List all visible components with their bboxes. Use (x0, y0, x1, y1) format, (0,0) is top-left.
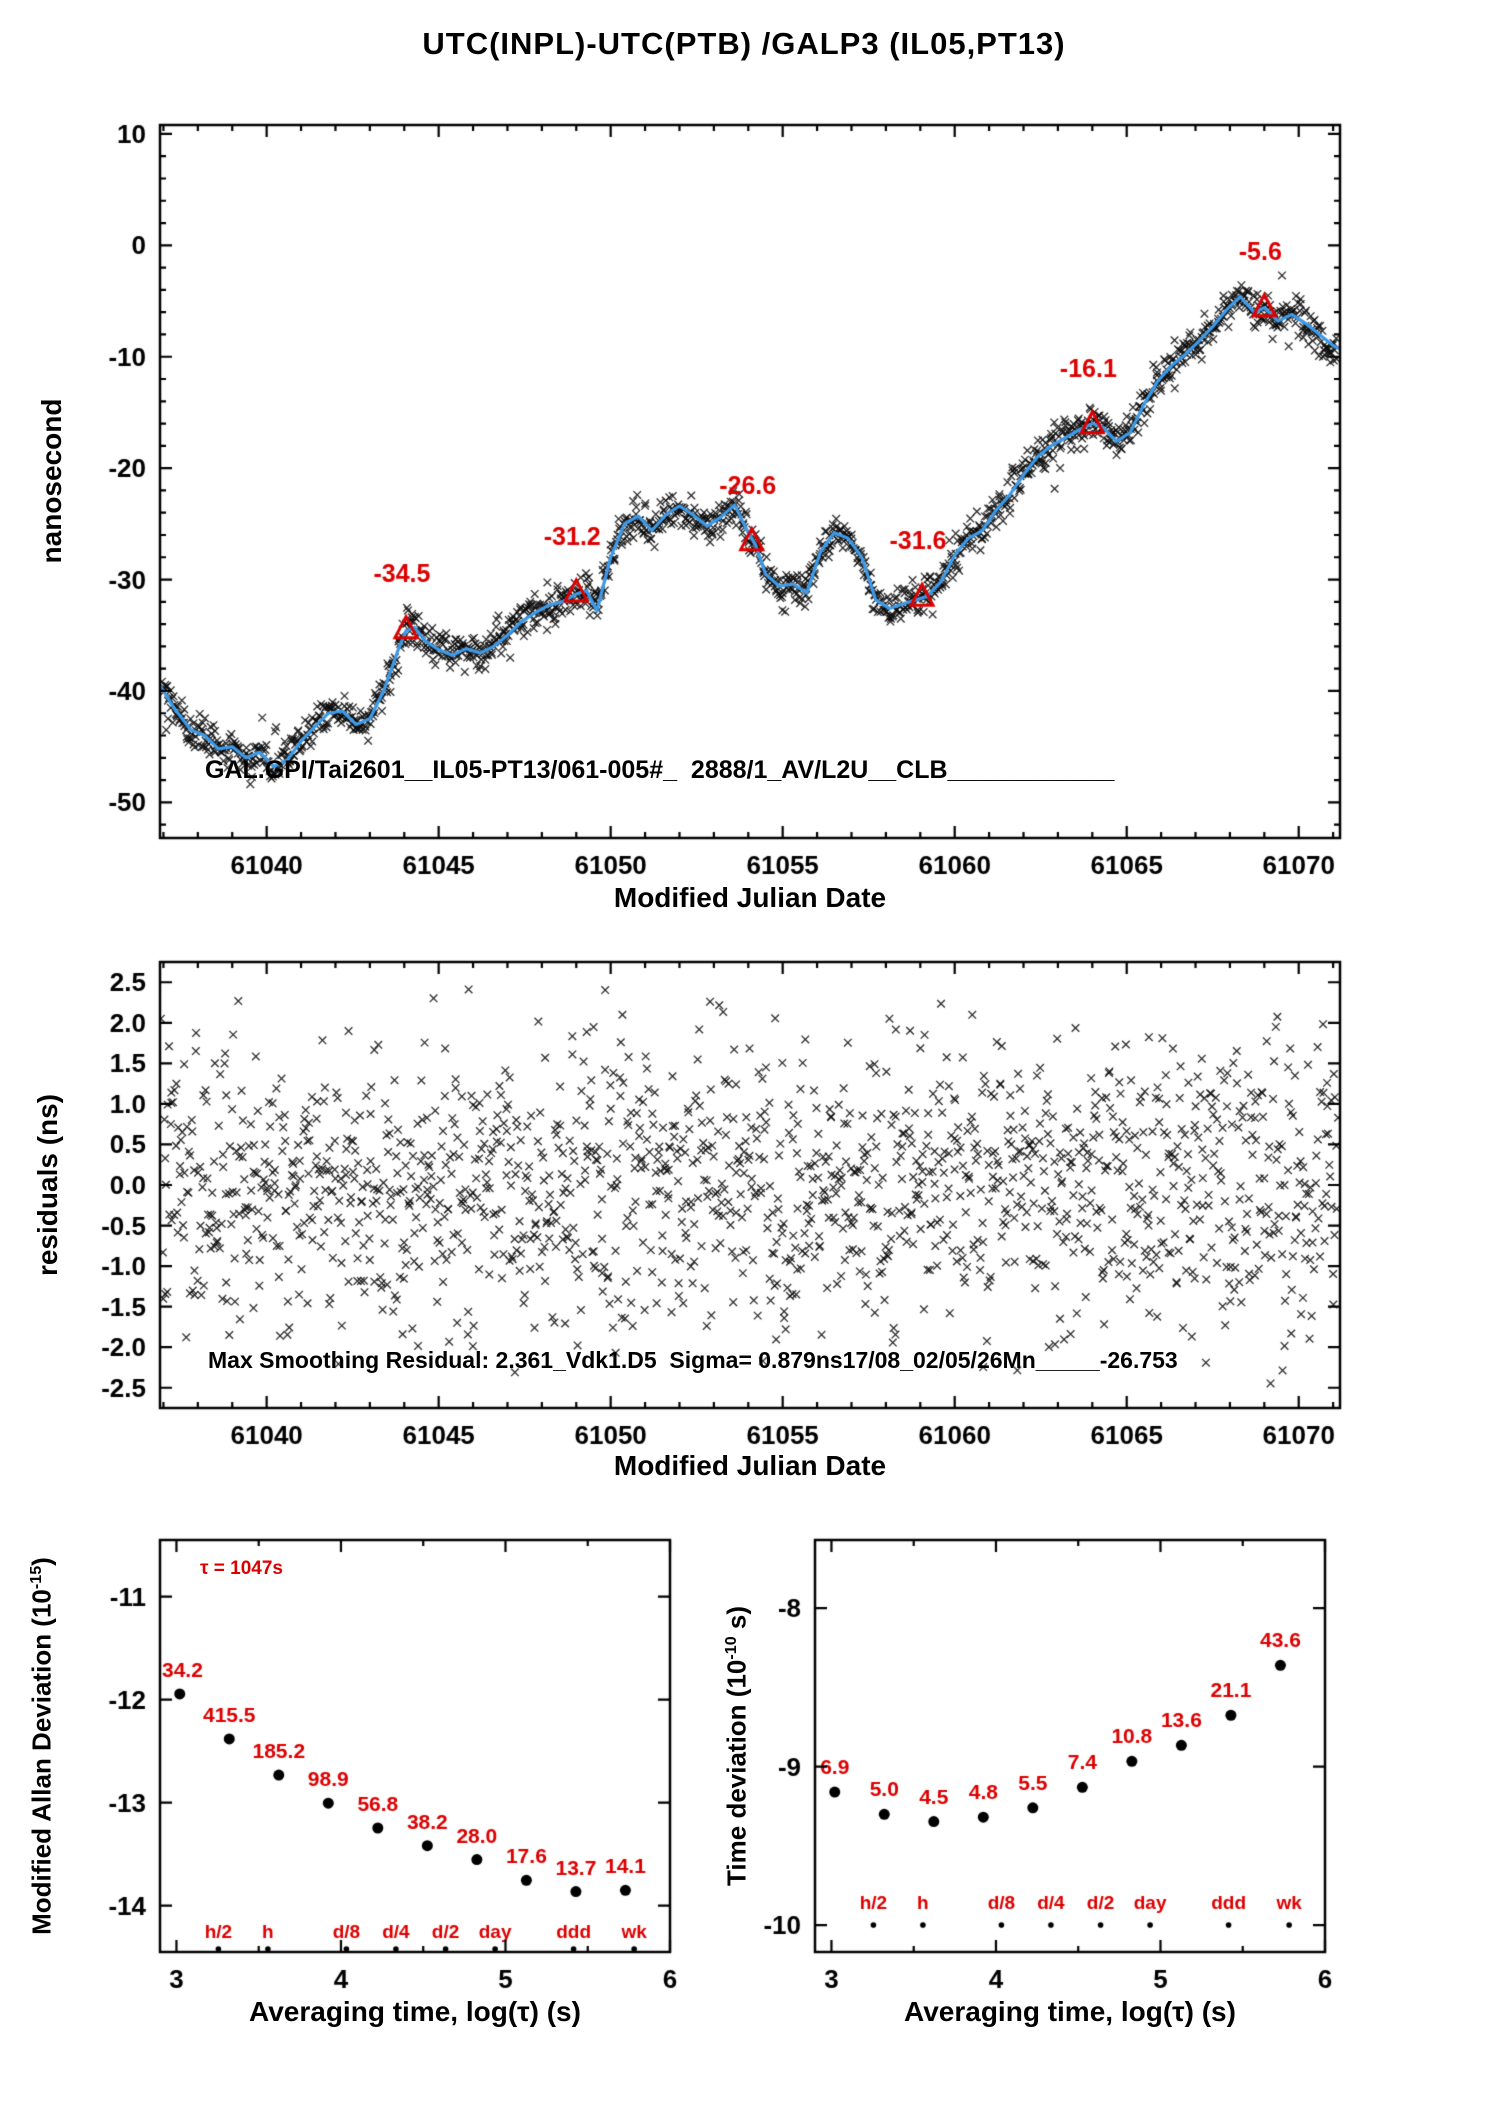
mdev-x-axis-label: Averaging time, log(τ) (s) (249, 1996, 581, 2027)
tau-note: τ = 1047s (200, 1558, 283, 1579)
tdev-y-axis-label: Time deviation (10-10 s) (721, 1605, 752, 1887)
residuals-x-axis-label: Modified Julian Date (613, 1450, 887, 1481)
residuals-y-axis-label: residuals (ns) (32, 1093, 63, 1277)
top-x-axis-label: Modified Julian Date (613, 882, 887, 913)
top-y-axis-label: nanosecond (36, 398, 67, 564)
residuals-annotation: Max Smoothing Residual: 2.361_Vdk1.D5 Si… (208, 1347, 1178, 1373)
top-chart-annotation: GAL.GPI/Tai2601__IL05-PT13/061-005#_ 288… (205, 756, 1115, 784)
tdev-x-axis-label: Averaging time, log(τ) (s) (904, 1996, 1236, 2027)
page-title: UTC(INPL)-UTC(PTB) /GALP3 (IL05,PT13) (422, 26, 1066, 61)
mdev-y-axis-label: Modified Allan Deviation (10-15) (26, 1557, 57, 1935)
